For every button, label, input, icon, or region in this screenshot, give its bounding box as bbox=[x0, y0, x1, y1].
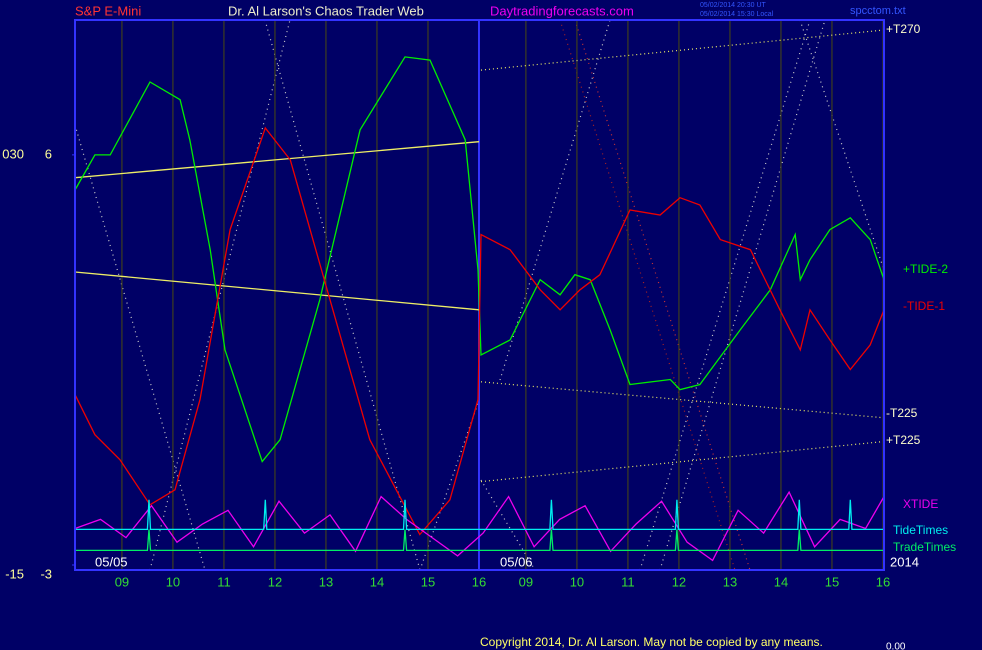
series-line bbox=[74, 490, 885, 562]
site: Daytradingforecasts.com bbox=[490, 3, 634, 18]
legend-label: -T225 bbox=[886, 406, 918, 420]
series-line bbox=[74, 56, 885, 463]
x-tick-label: 10 bbox=[570, 574, 584, 589]
x-tick-label: 10 bbox=[166, 574, 180, 589]
x-tick-label: 16 bbox=[876, 574, 890, 589]
band-line bbox=[559, 19, 736, 571]
x-tick-label: 13 bbox=[723, 574, 737, 589]
date-label: 05/06 bbox=[500, 554, 533, 569]
copyright: Copyright 2014, Dr. Al Larson. May not b… bbox=[480, 635, 823, 649]
band-line bbox=[264, 19, 421, 571]
timestamp: 05/02/2014 20:30 UT bbox=[700, 2, 766, 9]
guide-line bbox=[74, 271, 480, 311]
x-tick-label: 12 bbox=[672, 574, 686, 589]
chart-title: Dr. Al Larson's Chaos Trader Web bbox=[228, 3, 424, 18]
legend-label: TradeTimes bbox=[893, 540, 956, 554]
x-tick-label: 11 bbox=[217, 574, 231, 589]
legend-label: XTIDE bbox=[903, 497, 938, 511]
y2-tick-label: 030 bbox=[2, 146, 24, 161]
x-tick-label: 13 bbox=[319, 574, 333, 589]
plot-border bbox=[74, 19, 885, 571]
legend-label: -TIDE-1 bbox=[903, 299, 945, 313]
band-line bbox=[639, 19, 811, 571]
y-tick-label: 6 bbox=[45, 146, 52, 161]
guide-line bbox=[74, 141, 480, 179]
x-tick-label: 15 bbox=[825, 574, 839, 589]
series-line bbox=[75, 499, 884, 531]
subtitle: S&P E-Mini bbox=[75, 3, 141, 18]
y2-tick-label: -15 bbox=[5, 566, 24, 581]
x-tick-label: 14 bbox=[774, 574, 788, 589]
x-tick-label: 15 bbox=[421, 574, 435, 589]
file-name: spcctom.txt bbox=[850, 5, 906, 17]
x-tick-label: 11 bbox=[621, 574, 635, 589]
timestamp: 05/02/2014 15:30 Local bbox=[700, 11, 774, 18]
x-tick-label: 16 bbox=[472, 574, 486, 589]
date-label: 05/05 bbox=[95, 554, 128, 569]
legend-label: +T225 bbox=[886, 433, 921, 447]
x-tick-label: 09 bbox=[115, 574, 129, 589]
year-label: 2014 bbox=[890, 554, 919, 569]
time-bands bbox=[74, 19, 885, 571]
x-tick-label: 09 bbox=[519, 574, 533, 589]
band-line bbox=[574, 19, 751, 571]
band-line bbox=[659, 19, 826, 571]
series-line bbox=[75, 529, 884, 552]
y-tick-label: -3 bbox=[40, 566, 52, 581]
legend-label: TideTimes bbox=[893, 523, 948, 537]
legend-label: +TIDE-2 bbox=[903, 262, 948, 276]
x-tick-label: 12 bbox=[268, 574, 282, 589]
legend-label: +T270 bbox=[886, 22, 921, 36]
series-line bbox=[74, 126, 885, 536]
x-tick-label: 14 bbox=[370, 574, 384, 589]
corner-value: 0.00 bbox=[886, 642, 906, 650]
